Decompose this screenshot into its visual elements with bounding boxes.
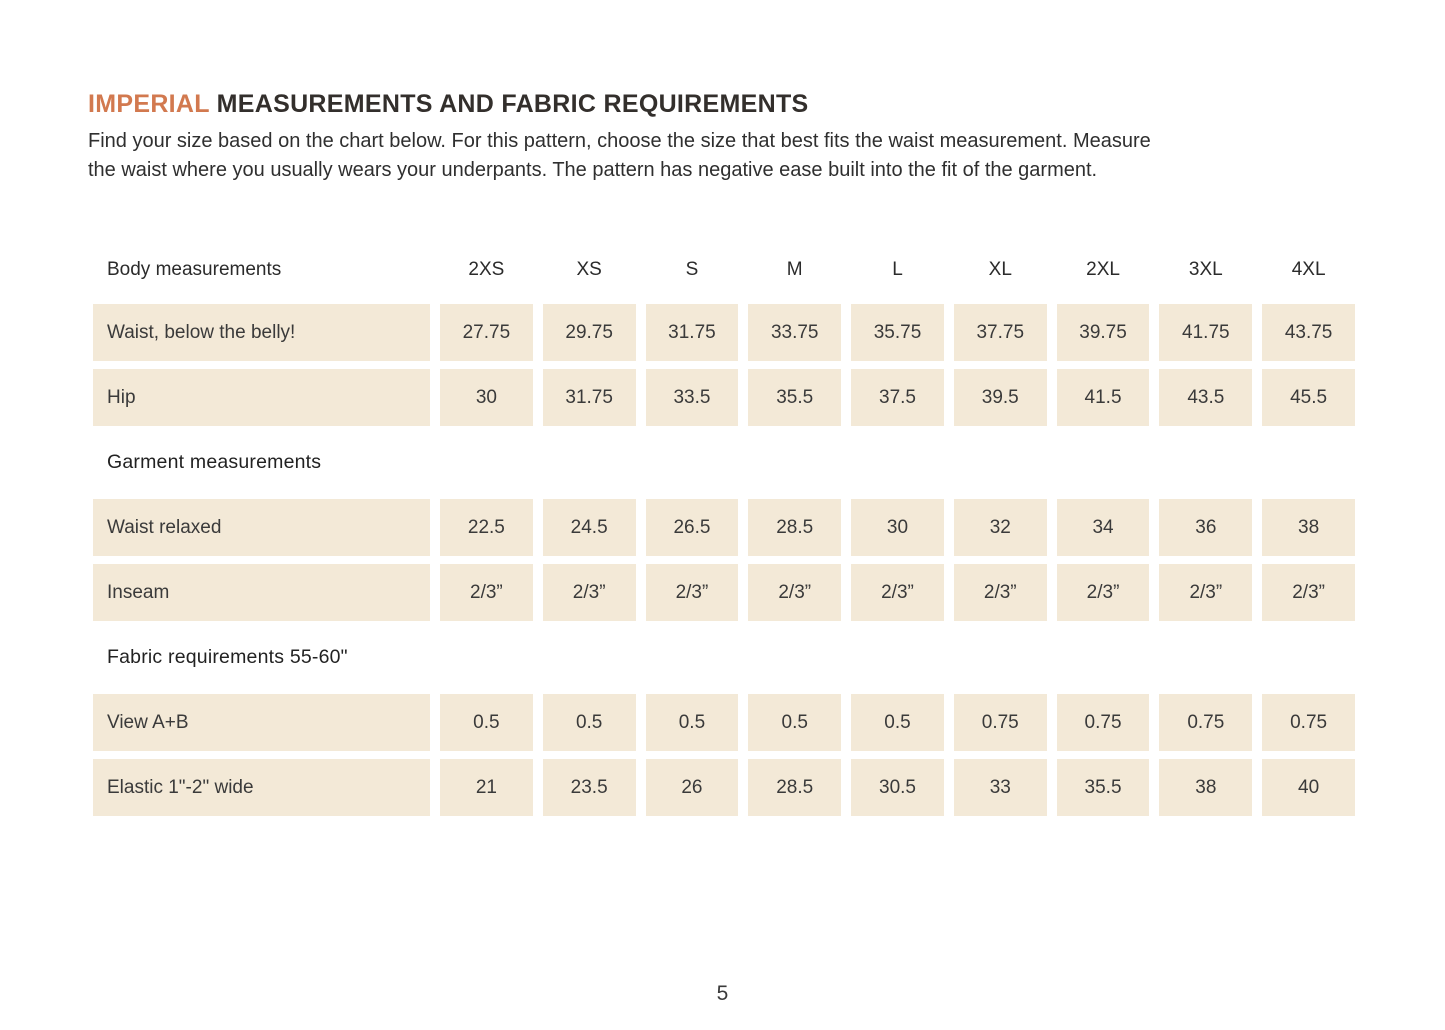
column-header-size: 2XL bbox=[1086, 259, 1120, 280]
value-cell: 2/3” bbox=[542, 564, 636, 621]
table-header-row: Body measurements 2XS XS S M L XL 2XL 3XL 4XL bbox=[93, 257, 1355, 283]
column-header-size: 3XL bbox=[1188, 259, 1223, 280]
table-row: Inseam 2/3” 2/3” 2/3” 2/3” 2/3” 2/3” 2/3” 2/3” 2/… bbox=[93, 564, 1355, 621]
value-cell: 2/3” bbox=[440, 564, 533, 621]
value-cell: 39.5 bbox=[953, 369, 1047, 426]
value-cell: 35.75 bbox=[851, 304, 944, 361]
value-cell: 31.75 bbox=[645, 304, 739, 361]
row-label: Inseam bbox=[93, 564, 430, 621]
row-label: Waist, below the belly! bbox=[93, 304, 430, 361]
column-header-size: L bbox=[892, 259, 903, 280]
value-cell: 2/3” bbox=[1262, 564, 1355, 621]
value-cell: 33.75 bbox=[748, 304, 842, 361]
table-row: Hip 30 31.75 33.5 35.5 37.5 39.5 41.5 43.5 45.5 bbox=[93, 369, 1355, 426]
intro-line-2: the waist where you usually wears your u… bbox=[88, 159, 1098, 181]
column-header-size: XL bbox=[988, 259, 1012, 280]
value-cell: 21 bbox=[440, 759, 533, 816]
value-cell: 2/3” bbox=[645, 564, 739, 621]
column-header-body-measurements: Body measurements bbox=[107, 259, 282, 280]
value-cell: 29.75 bbox=[542, 304, 636, 361]
row-label: View A+B bbox=[93, 694, 430, 751]
value-cell: 0.5 bbox=[851, 694, 944, 751]
value-cell: 39.75 bbox=[1056, 304, 1150, 361]
column-header-size: S bbox=[685, 259, 699, 280]
value-cell: 0.5 bbox=[748, 694, 842, 751]
value-cell: 27.75 bbox=[440, 304, 533, 361]
row-label: Hip bbox=[93, 369, 430, 426]
value-cell: 28.5 bbox=[748, 759, 842, 816]
intro-paragraph: Find your size based on the chart below.… bbox=[88, 127, 1358, 185]
value-cell: 33.5 bbox=[645, 369, 739, 426]
value-cell: 38 bbox=[1262, 499, 1355, 556]
table-row: Waist relaxed 22.5 24.5 26.5 28.5 30 32 34 36 38 bbox=[93, 499, 1355, 556]
value-cell: 40 bbox=[1262, 759, 1355, 816]
page-title-highlight: IMPERIAL bbox=[88, 90, 210, 118]
page-number: 5 bbox=[716, 982, 729, 1005]
value-cell: 2/3” bbox=[851, 564, 944, 621]
page-content: IMPERIAL MEASUREMENTS AND FABRIC REQUIRE… bbox=[88, 90, 1358, 824]
value-cell: 28.5 bbox=[748, 499, 842, 556]
intro-line-1: Find your size based on the chart below.… bbox=[88, 130, 1151, 152]
value-cell: 38 bbox=[1159, 759, 1253, 816]
value-cell: 24.5 bbox=[542, 499, 636, 556]
value-cell: 35.5 bbox=[748, 369, 842, 426]
value-cell: 0.75 bbox=[1056, 694, 1150, 751]
value-cell: 32 bbox=[953, 499, 1047, 556]
page-title-rest: MEASUREMENTS AND FABRIC REQUIREMENTS bbox=[209, 90, 809, 118]
value-cell: 0.5 bbox=[440, 694, 533, 751]
value-cell: 0.5 bbox=[645, 694, 739, 751]
value-cell: 26.5 bbox=[645, 499, 739, 556]
column-header-size: 2XS bbox=[468, 259, 505, 280]
column-header-size: 4XL bbox=[1291, 259, 1326, 280]
page-title: IMPERIAL MEASUREMENTS AND FABRIC REQUIRE… bbox=[88, 90, 1358, 119]
value-cell: 31.75 bbox=[542, 369, 636, 426]
row-label: Elastic 1"-2" wide bbox=[93, 759, 430, 816]
table-row: Elastic 1"-2" wide 21 23.5 26 28.5 30.5 33 35.5… bbox=[93, 759, 1355, 816]
value-cell: 37.75 bbox=[953, 304, 1047, 361]
value-cell: 43.5 bbox=[1159, 369, 1253, 426]
value-cell: 2/3” bbox=[748, 564, 842, 621]
value-cell: 35.5 bbox=[1056, 759, 1150, 816]
value-cell: 43.75 bbox=[1262, 304, 1355, 361]
value-cell: 36 bbox=[1159, 499, 1253, 556]
value-cell: 23.5 bbox=[542, 759, 636, 816]
value-cell: 26 bbox=[645, 759, 739, 816]
value-cell: 0.75 bbox=[1159, 694, 1253, 751]
value-cell: 2/3” bbox=[953, 564, 1047, 621]
value-cell: 37.5 bbox=[851, 369, 944, 426]
value-cell: 30.5 bbox=[851, 759, 944, 816]
section-heading: Garment measurements bbox=[107, 451, 322, 473]
value-cell: 41.75 bbox=[1159, 304, 1253, 361]
value-cell: 45.5 bbox=[1262, 369, 1355, 426]
value-cell: 34 bbox=[1056, 499, 1150, 556]
value-cell: 0.5 bbox=[542, 694, 636, 751]
value-cell: 30 bbox=[440, 369, 533, 426]
table-row: Waist, below the belly! 27.75 29.75 31.75 33… bbox=[93, 304, 1355, 361]
value-cell: 0.75 bbox=[953, 694, 1047, 751]
section-heading: Fabric requirements 55-60" bbox=[107, 646, 348, 668]
value-cell: 0.75 bbox=[1262, 694, 1355, 751]
row-label: Waist relaxed bbox=[93, 499, 430, 556]
value-cell: 30 bbox=[851, 499, 944, 556]
column-header-size: XS bbox=[576, 259, 602, 280]
value-cell: 2/3” bbox=[1159, 564, 1253, 621]
column-header-size: M bbox=[786, 259, 803, 280]
size-chart-table: Body measurements 2XS XS S M L XL 2XL 3XL 4XL Wais… bbox=[93, 257, 1355, 816]
value-cell: 2/3” bbox=[1056, 564, 1150, 621]
value-cell: 22.5 bbox=[440, 499, 533, 556]
value-cell: 41.5 bbox=[1056, 369, 1150, 426]
table-row: View A+B 0.5 0.5 0.5 0.5 0.5 0.75 0.75 0.75 0.75 bbox=[93, 694, 1355, 751]
value-cell: 33 bbox=[953, 759, 1047, 816]
